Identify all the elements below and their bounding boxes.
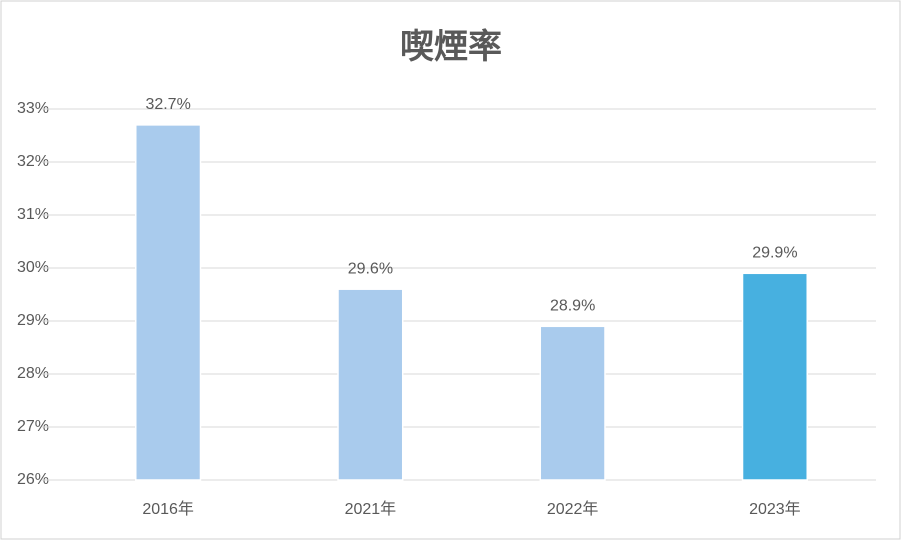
y-tick-label: 32% (17, 153, 49, 170)
x-tick-label: 2021年 (345, 500, 397, 518)
y-tick-label: 33% (17, 100, 49, 117)
x-tick-label: 2016年 (142, 500, 194, 518)
y-tick-label: 31% (17, 206, 49, 223)
y-tick-label: 26% (17, 471, 49, 488)
value-label: 29.9% (752, 245, 797, 262)
bar (539, 325, 606, 481)
x-tick-label: 2022年 (547, 500, 599, 518)
y-tick-label: 29% (17, 312, 49, 329)
bar (741, 272, 808, 481)
bar (135, 124, 202, 481)
value-label: 32.7% (145, 96, 190, 113)
y-tick-label: 28% (17, 365, 49, 382)
y-tick-label: 27% (17, 418, 49, 435)
value-label: 28.9% (550, 298, 595, 315)
y-tick-label: 30% (17, 259, 49, 276)
x-tick-label: 2023年 (749, 500, 801, 518)
bar (337, 288, 404, 481)
value-label: 29.6% (348, 260, 393, 277)
chart-title: 喫煙率 (400, 28, 502, 66)
